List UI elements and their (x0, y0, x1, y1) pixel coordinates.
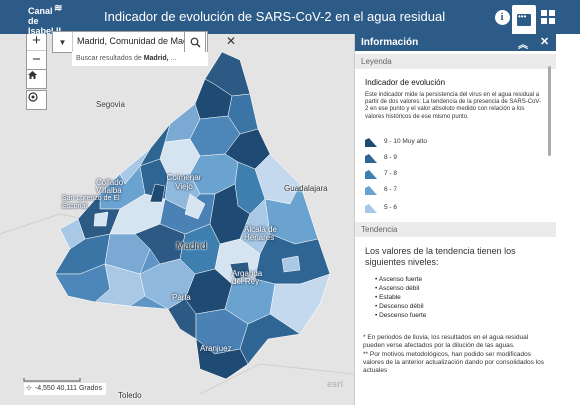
label-collado: Collado Villalba (96, 178, 124, 195)
logo-wave-icon: ≋ (54, 3, 63, 14)
info-panel: Información ︽ ✕ Leyenda Indicador de evo… (354, 34, 557, 405)
legend-item-label: 5 - 6 (384, 204, 398, 211)
legend-swatch (365, 154, 377, 163)
info-icon: i (494, 9, 510, 25)
legend-swatch (365, 170, 377, 179)
legend-panel-button[interactable] (512, 5, 536, 34)
search-input[interactable]: Madrid, Comunidad de Mac (77, 36, 188, 46)
label-parla: Parla (172, 293, 191, 302)
suggest-term: Madrid, (143, 55, 169, 62)
list-item: Descenso débil (375, 302, 426, 311)
label-madrid: Madrid (176, 241, 207, 252)
rain-note: * En periodos de lluvia, los resultados … (363, 334, 529, 349)
locate-icon (28, 92, 38, 102)
tendencia-levels-list: Ascenso fuerte Ascenso débil Estable Des… (375, 275, 427, 320)
label-arganda: Arganda del Rey (232, 269, 263, 286)
leyenda-section-header[interactable]: Leyenda (355, 54, 557, 69)
logo-line2: de Isabel II (28, 16, 62, 36)
grid-icon (541, 10, 555, 24)
label-aranjuez: Aranjuez (200, 344, 232, 353)
search-button[interactable] (184, 31, 206, 53)
panel-scrollbar[interactable] (548, 66, 551, 156)
legend-list-icon (517, 12, 531, 26)
coordinate-toggle-icon[interactable]: ⊹ (26, 385, 32, 392)
tendencia-intro: Los valores de la tendencia tienen los s… (365, 246, 516, 267)
apps-grid-button[interactable] (536, 4, 560, 30)
coordinate-value: -4,550 40,111 Grados (34, 385, 102, 392)
label-toledo: Toledo (118, 391, 142, 400)
home-button[interactable] (26, 69, 47, 89)
list-item: Descenso fuerte (375, 311, 426, 320)
app-header: Canal de Isabel II ≋ Indicador de evoluc… (0, 0, 580, 37)
search-source-dropdown[interactable]: ▼ (53, 32, 73, 52)
zoom-in-button[interactable]: + (27, 34, 46, 51)
home-icon (28, 71, 37, 79)
list-item: Ascenso débil (375, 284, 426, 293)
panel-gutter (556, 34, 580, 405)
list-item: Ascenso fuerte (375, 275, 426, 284)
esri-watermark: esri (327, 379, 344, 389)
canal-logo: Canal de Isabel II ≋ (28, 3, 64, 37)
caret-down-icon: ▼ (58, 37, 67, 47)
search-suggestion[interactable]: Buscar resultados de Madrid, ... (72, 52, 208, 66)
legend-title: Indicador de evolución (365, 78, 446, 87)
suggest-prefix: Buscar resultados de (76, 55, 144, 62)
collapse-panel-icon[interactable]: ︽ (518, 40, 528, 51)
legend-description: Este indicador mide la persistencia del … (365, 92, 542, 120)
label-alcala: Alcalá de Henares (244, 225, 277, 242)
suggest-suffix: ... (168, 55, 177, 62)
legend-item-label: 7 - 8 (384, 170, 398, 177)
legend-item-label: 8 - 9 (384, 154, 398, 161)
label-segovia: Segovia (96, 100, 125, 109)
list-item: Estable (375, 293, 426, 302)
legend-item-label: 9 - 10 Muy alto (384, 138, 427, 145)
zoom-out-button[interactable]: − (32, 51, 41, 68)
info-button[interactable]: i (490, 4, 514, 30)
legend-item-label: 6 - 7 (384, 186, 398, 193)
clear-search-icon[interactable]: ✕ (226, 34, 237, 48)
label-colmenar: Colmenar Viejo (166, 173, 202, 191)
panel-header: Información ︽ ✕ (355, 34, 557, 51)
locate-button[interactable] (26, 90, 47, 110)
logo-line1: Canal (28, 6, 53, 16)
label-guadalajara: Guadalajara (284, 184, 328, 193)
label-sanlorenzo: San Lorenzo de El Escorial (62, 195, 120, 210)
legend-swatch (365, 186, 377, 195)
map-view[interactable]: Segovia Collado Villalba Colmenar Viejo … (0, 34, 354, 405)
legend-swatch (365, 138, 377, 147)
panel-title: Información (361, 37, 419, 48)
app-title: Indicador de evolución de SARS-CoV-2 en … (104, 9, 446, 24)
choropleth-map[interactable] (0, 34, 354, 405)
legend-swatch (365, 204, 377, 213)
coordinate-readout: ⊹ -4,550 40,111 Grados (24, 383, 106, 395)
search-icon (190, 37, 200, 47)
methodology-note: ** Por motivos metodológicos, han podido… (363, 351, 545, 374)
zoom-control: + − (26, 34, 47, 70)
close-panel-icon[interactable]: ✕ (540, 36, 550, 48)
tendencia-section-header[interactable]: Tendencia (355, 222, 557, 237)
